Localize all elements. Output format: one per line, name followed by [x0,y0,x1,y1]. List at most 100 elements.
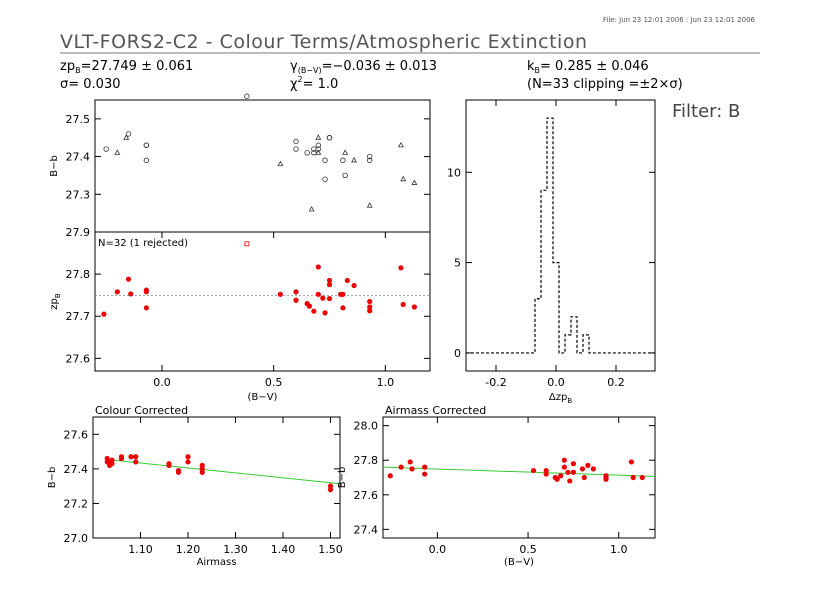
data-point-circle [322,157,328,164]
data-point-circle [322,176,328,182]
zeropoint-scatter-panel: 27.6 27.7 27.8 27.9 0.0 0.5 1.0 zpB (B−V) N=32 (1… [49,226,431,403]
x-tick-label: 1.50 [318,543,343,556]
data-point-circle [293,138,299,145]
data-point [326,277,333,284]
data-point [101,311,107,317]
data-point [306,303,312,309]
data-point [315,264,321,270]
x-tick-label: 0.5 [265,376,283,389]
data-point [639,474,645,481]
y-tick-label: 27.0 [64,532,89,545]
colour-term-readout: γ(B−V)=−0.036 ± 0.013 [290,59,437,75]
histogram-outline [466,117,655,354]
data-point [351,282,357,289]
file-timestamp: File: Jun 23 12:01 2006 : Jun 23 12:01 2… [603,16,756,24]
x-tick-label: 1.10 [128,543,153,556]
data-point [603,476,609,482]
data-point [398,265,404,271]
x-tick-label: 1.40 [271,543,296,556]
data-point [581,474,587,481]
data-point [185,459,191,465]
data-point [315,291,321,297]
data-point-triangle [366,202,373,208]
data-point-circle [326,135,333,141]
data-point [628,459,635,465]
data-point-circle [125,131,132,137]
data-point-circle [367,157,373,164]
data-point [175,467,182,474]
data-point [579,466,586,472]
data-point-circle [244,93,250,99]
data-point [340,291,346,297]
data-point-circle [367,153,373,160]
x-tick-label: 0.2 [607,376,625,389]
data-point [143,305,149,311]
data-point [558,473,564,479]
data-point-circle [143,157,150,164]
data-point [320,295,326,301]
x-tick-label: 0.0 [547,376,565,389]
plot-frame [94,99,431,233]
data-point [344,277,350,284]
data-point [561,457,567,463]
data-point [322,310,328,316]
data-point [125,276,132,282]
y-tick-label: 27.8 [66,268,91,281]
data-point [185,454,191,460]
y-tick-label: 27.4 [66,151,91,164]
data-point-circle [340,157,346,164]
data-point [109,461,115,467]
data-point [570,469,577,475]
data-point [367,308,373,314]
data-point-circle [293,146,299,152]
y-axis-label: B−b [49,155,60,177]
data-point [561,464,567,470]
chi-squared-readout: χ2= 1.0 [290,75,338,92]
clipping-readout: (N=33 clipping =±2×σ) [527,77,683,92]
data-point [118,454,125,460]
data-point [340,305,346,311]
data-point [407,459,413,465]
data-point [367,298,373,305]
x-axis-label: ΔzpB [549,392,572,405]
data-point-triangle [342,149,349,155]
x-tick-label: -0.2 [485,376,506,389]
plot-frame [94,231,431,372]
x-tick-label: 0.0 [153,376,171,389]
filter-label: Filter: B [672,101,740,122]
data-point [293,297,299,303]
data-point-triangle [351,156,358,163]
airmass-corrected-panel: 27.4 27.6 27.8 28.0 0.0 0.5 1.0 B−b (B−V) Airmass… [337,404,656,568]
y-tick-label: 5 [454,257,461,270]
data-point [114,289,120,295]
data-point [327,487,334,493]
y-tick-label: 0 [454,347,461,360]
data-point [590,466,596,472]
data-point-triangle [411,179,418,185]
data-point [422,464,428,470]
x-tick-label: 0.5 [519,543,537,556]
x-axis-label: (B−V) [504,557,534,568]
y-tick-label: 10 [447,166,461,179]
data-point-triangle [277,160,284,167]
x-tick-label: 1.20 [176,543,201,556]
sigma-readout: σ= 0.030 [60,77,120,92]
y-tick-label: 27.6 [66,352,91,365]
data-point [567,478,573,484]
data-point [133,459,139,465]
data-point-circle [311,150,317,156]
data-point-circle [315,146,322,152]
data-point [166,461,172,467]
rejected-point [244,241,250,247]
data-point [133,454,139,460]
data-point [128,291,134,297]
data-point-triangle [397,141,404,148]
y-tick-label: 27.4 [354,523,379,536]
panel-title: Airmass Corrected [385,404,486,417]
data-point-circle [315,142,322,148]
data-point [387,473,393,479]
data-point [570,461,577,467]
x-tick-label: 0.0 [429,543,447,556]
y-tick-label: 27.2 [64,497,89,510]
y-tick-label: 27.8 [354,454,379,467]
